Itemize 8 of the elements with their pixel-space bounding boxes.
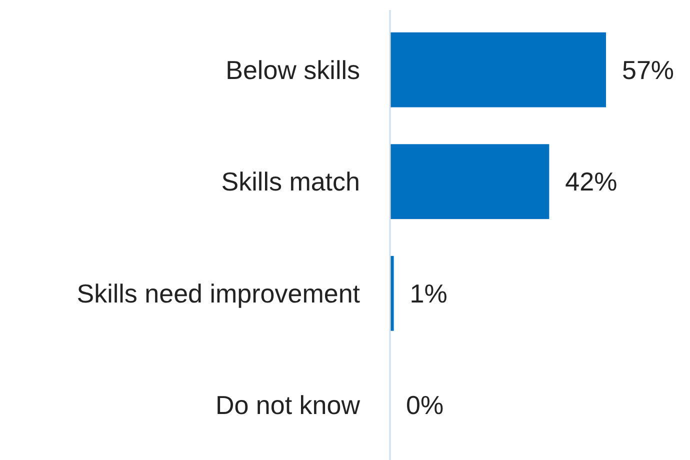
- data-label: 0%: [406, 390, 444, 420]
- y-tick-label: Below skills: [226, 54, 360, 85]
- data-label: 42%: [565, 166, 618, 197]
- data-label: 57%: [622, 54, 674, 85]
- y-tick-label: Do not know: [215, 390, 360, 420]
- data-label: 1%: [410, 278, 448, 308]
- y-tick-label: Skills need improvement: [76, 278, 361, 308]
- y-tick-label: Skills match: [221, 166, 360, 197]
